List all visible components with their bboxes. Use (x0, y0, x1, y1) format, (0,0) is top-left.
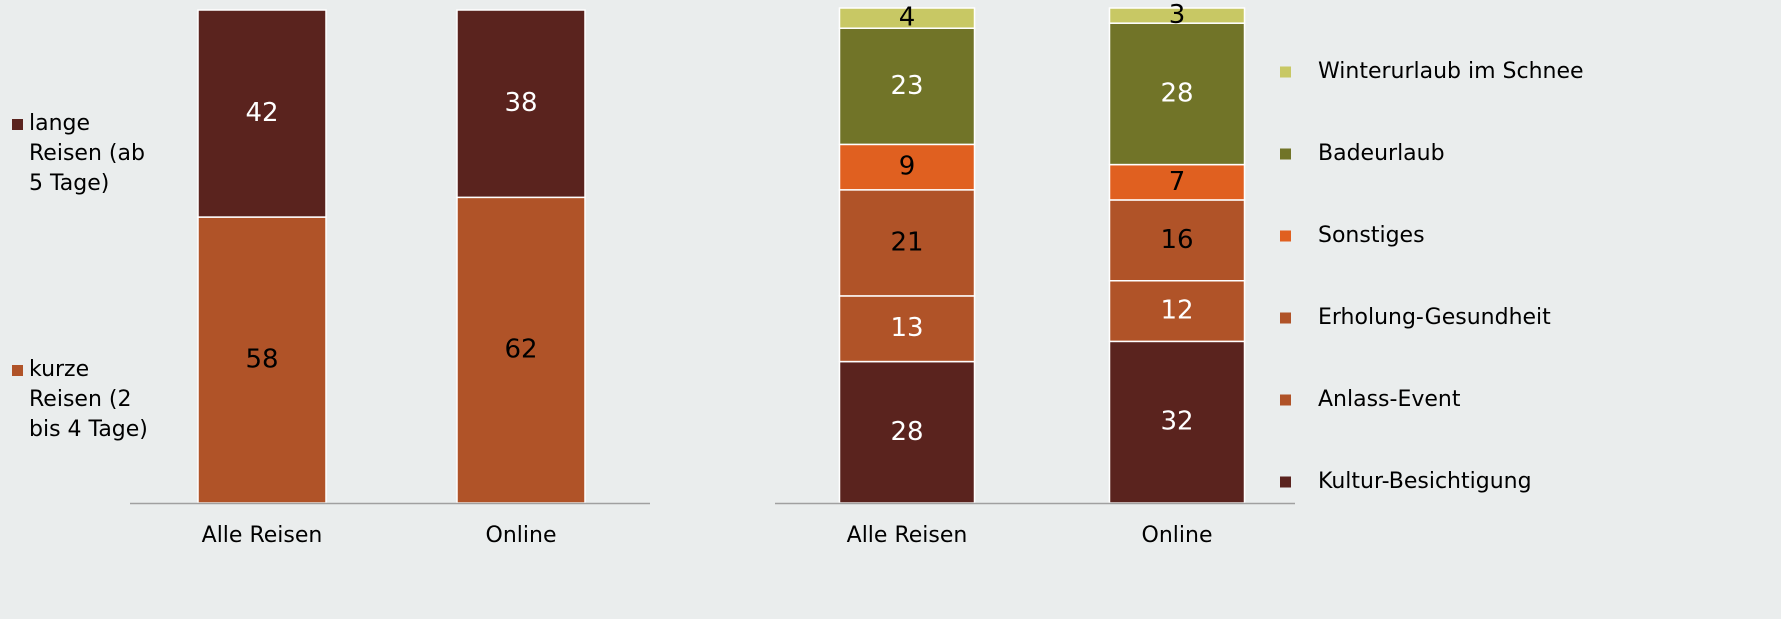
legend-swatch (1280, 230, 1291, 242)
bar-segment (838, 27, 976, 146)
data-label: 3 (1169, 0, 1186, 30)
bar-segment (197, 9, 327, 218)
data-label: 42 (245, 98, 278, 128)
bar-segment (1108, 7, 1246, 24)
bar-segment (838, 189, 976, 297)
legend-swatch (12, 118, 23, 130)
data-label: 23 (890, 71, 923, 101)
legend-label: Winterurlaub im Schnee (1318, 59, 1584, 84)
legend-label: kurze Reisen (2 bis 4 Tage) (29, 357, 148, 443)
data-label: 12 (1160, 296, 1193, 326)
legend-swatch (12, 365, 23, 377)
legend-label: Anlass-Event (1318, 387, 1461, 412)
legend-label: Kultur-Besichtigung (1318, 469, 1532, 494)
legend-label: Erholung-Gesundheit (1318, 305, 1551, 330)
data-label: 38 (504, 88, 537, 118)
data-label: 32 (1160, 407, 1193, 437)
data-label: 16 (1160, 225, 1193, 255)
legend-label: Badeurlaub (1318, 141, 1445, 166)
legend-label: Sonstiges (1318, 223, 1425, 248)
bar-segment (838, 295, 976, 363)
legend-item: lange Reisen (ab 5 Tage) (12, 109, 164, 199)
bar-segment (838, 7, 976, 29)
bar-segment (1108, 163, 1246, 201)
data-label: 28 (1160, 78, 1193, 108)
data-label: 62 (504, 335, 537, 365)
bar-segment (1108, 280, 1246, 343)
x-tick-label: Online (486, 523, 557, 548)
legend-swatch (1280, 66, 1291, 78)
legend-swatch (1280, 476, 1291, 488)
data-label: 7 (1169, 167, 1186, 197)
bar-segment (838, 143, 976, 191)
legend-label: lange Reisen (ab 5 Tage) (29, 110, 145, 196)
bar-segment (1108, 199, 1246, 282)
data-label: 9 (899, 152, 916, 182)
legend-item: kurze Reisen (2 bis 4 Tage) (12, 355, 164, 445)
bar-segment (197, 216, 327, 504)
data-label: 28 (890, 417, 923, 447)
legend-swatch (1280, 312, 1291, 324)
bar-segment (456, 9, 586, 199)
bar-segment (1108, 22, 1246, 166)
data-label: 4 (899, 3, 916, 33)
x-tick-label: Online (1142, 523, 1213, 548)
x-tick-label: Alle Reisen (847, 523, 968, 548)
x-tick-label: Alle Reisen (202, 523, 323, 548)
data-label: 21 (890, 227, 923, 257)
legend-swatch (1280, 148, 1291, 160)
data-label: 58 (245, 345, 278, 375)
data-label: 13 (890, 313, 923, 343)
legend-swatch (1280, 394, 1291, 406)
bar-segment (838, 360, 976, 504)
